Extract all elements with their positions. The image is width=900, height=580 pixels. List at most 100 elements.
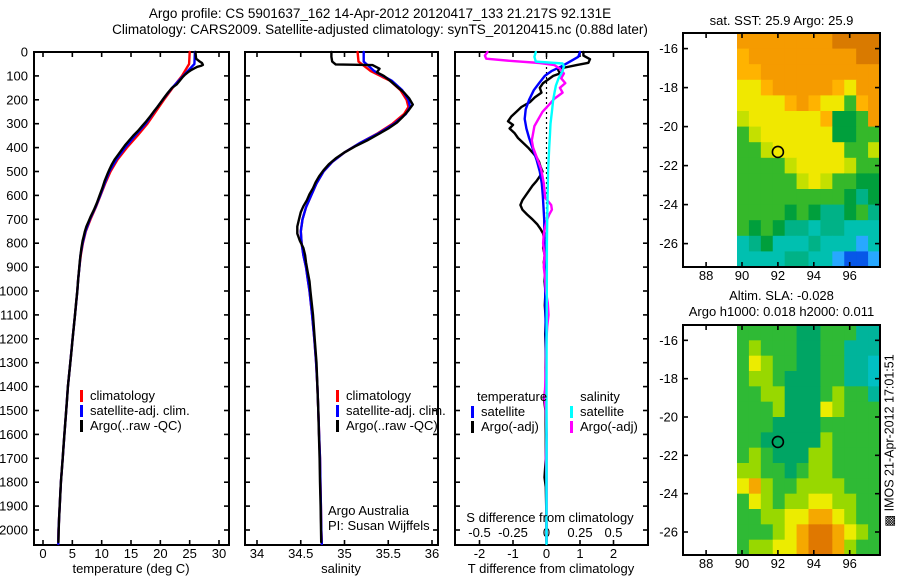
sla-map-cell (856, 539, 869, 556)
sst-map-cell (808, 157, 822, 174)
sla-map-cell (820, 447, 833, 464)
sla-map-cell (772, 371, 786, 387)
sla-map-cell (796, 524, 810, 541)
sst-map-cell (796, 33, 810, 50)
sla-map-cell (760, 493, 774, 510)
sst-map-cell (784, 204, 798, 221)
legend-label: climatology (346, 388, 412, 403)
sla-map-cell (820, 432, 833, 449)
sst-map-cell (820, 251, 833, 268)
depth-tick-label: 700 (6, 212, 28, 227)
sst-map-cell (760, 48, 774, 65)
sst-map-cell (737, 111, 750, 128)
sst-map-cell (737, 251, 750, 268)
temperature-panel-frame (33, 51, 230, 546)
sla-map-cell (844, 432, 857, 449)
sst-map-cell (820, 157, 833, 174)
sst-map-cell (808, 220, 822, 237)
sla-map-cell (808, 539, 822, 556)
s-axis-tick-label: -0.25 (498, 525, 528, 540)
sla-map-cell (772, 463, 786, 479)
sst-map-cell (784, 79, 798, 96)
sst-map-float-position-marker (771, 145, 785, 159)
sla-map-cell (748, 463, 762, 479)
sla-map-cell (808, 493, 822, 510)
sst-map-cell (760, 95, 774, 112)
sst-map-cell (760, 157, 774, 174)
x-tick-label: -1 (507, 546, 519, 561)
figure-title: Argo profile: CS 5901637_162 14-Apr-2012… (148, 6, 612, 21)
sla-map-cell (844, 371, 857, 387)
sla-map-cell (820, 355, 833, 372)
sst-map-cell (737, 126, 750, 143)
x-tick-label: 34.5 (288, 546, 313, 561)
argo-australia-note: Argo Australia PI: Susan Wijffels (328, 503, 430, 533)
sla-map-cell (844, 340, 857, 357)
lat-tick-label: -24 (659, 197, 678, 212)
sst-map-cell (856, 173, 869, 190)
salinity-argo-raw-qc-line (296, 50, 414, 544)
sst-map-cell (808, 64, 822, 81)
lon-tick-label: 88 (699, 268, 713, 283)
sla-map-cell (772, 386, 786, 403)
sla-map-cell (808, 355, 822, 372)
sla-map-cell (760, 447, 774, 464)
sla-map-cell (748, 417, 762, 433)
argo-color-swatch (80, 419, 83, 432)
depth-tick-label: 200 (6, 92, 28, 107)
x-tick-label: -2 (474, 546, 486, 561)
sla-map-cell (832, 432, 845, 449)
sst-map-cell (868, 64, 881, 81)
lat-tick-label: -20 (659, 410, 678, 425)
legend-item: Argo(-adj) (471, 419, 539, 434)
sla-map-cell (856, 386, 869, 403)
depth-tick-label: 100 (6, 68, 28, 83)
depth-tick-label: 400 (6, 140, 28, 155)
sla-map-cell (784, 509, 798, 525)
t-argo-color-swatch (471, 420, 474, 433)
sst-map-cell (784, 111, 798, 128)
depth-tick-label: 800 (6, 236, 28, 251)
sst-map-cell (796, 111, 810, 128)
sst-map-cell (856, 251, 869, 268)
sst-map-cell (856, 48, 869, 65)
depth-tick-label: 600 (6, 188, 28, 203)
sst-map-cell (748, 251, 762, 268)
note-line: Argo Australia (328, 503, 409, 518)
sla-map-cell (844, 478, 857, 495)
sst-map-cell (844, 111, 857, 128)
sla-map-cell (748, 401, 762, 418)
sla-map-cell (832, 401, 845, 418)
lat-tick-label: -18 (659, 80, 678, 95)
sla-map-cell (820, 524, 833, 541)
lat-tick-label: -26 (659, 236, 678, 251)
sla-map-cell (868, 539, 881, 556)
lon-tick-label: 94 (807, 268, 821, 283)
sla-map-cell (808, 340, 822, 357)
sst-map-cell (844, 64, 857, 81)
x-tick-label: 25 (182, 546, 196, 561)
sst-map-cell (796, 48, 810, 65)
x-tick-label: 10 (94, 546, 108, 561)
sla-map-cell (820, 386, 833, 403)
sst-map-cell (868, 142, 881, 159)
sst-map-cell (832, 48, 845, 65)
sla-map-cell (760, 509, 774, 525)
sst-map-cell (856, 111, 869, 128)
sst-map-cell (820, 189, 833, 206)
depth-tick-label: 300 (6, 116, 28, 131)
temperature-satellite-adj-climatology-line (57, 50, 197, 546)
sla-map-cell (844, 524, 857, 541)
sst-map-cell (772, 48, 786, 65)
sst-map-title: sat. SST: 25.9 Argo: 25.9 (709, 13, 854, 28)
figure-subtitle: Climatology: CARS2009. Satellite-adjuste… (112, 22, 648, 37)
sst-map-cell (748, 33, 762, 50)
sla-map-cell (760, 463, 774, 479)
sst-map-cell (868, 251, 881, 268)
sst-map-cell (772, 204, 786, 221)
sla-map-cell (820, 340, 833, 357)
sla-map-cell (844, 447, 857, 464)
sla-map-cell (820, 401, 833, 418)
sst-map-cell (748, 48, 762, 65)
sla-map-cell (820, 417, 833, 433)
